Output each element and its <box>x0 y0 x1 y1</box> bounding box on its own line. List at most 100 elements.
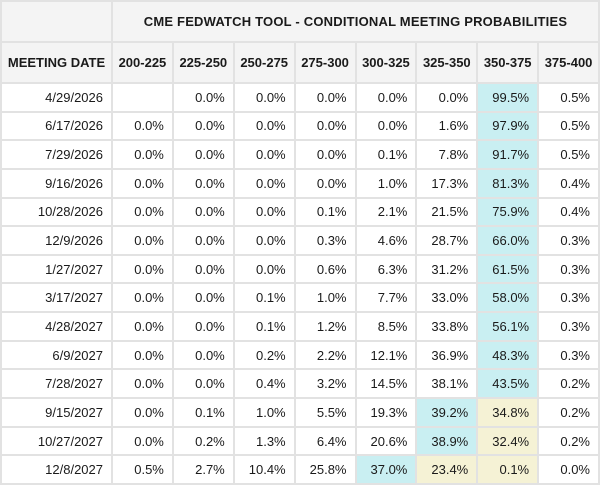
probability-cell: 0.0% <box>295 84 355 111</box>
probability-cell: 17.3% <box>417 169 477 197</box>
meeting-date-cell: 7/28/2027 <box>2 370 111 398</box>
probability-cell: 1.0% <box>356 169 416 197</box>
probability-cell: 34.8% <box>478 399 538 426</box>
probability-cell: 37.0% <box>356 456 416 483</box>
probability-cell: 33.0% <box>417 284 477 312</box>
probability-cell: 0.0% <box>234 198 294 226</box>
probability-cell: 38.1% <box>417 370 477 398</box>
table-row: 7/29/2026 0.0% 0.0% 0.0% 0.0% 0.1% 7.8% 91.7% 0.… <box>2 141 598 168</box>
probability-cell: 91.7% <box>478 141 538 168</box>
table-row: 7/28/2027 0.0% 0.0% 0.4% 3.2% 14.5% 38.1% 43.5%… <box>2 370 598 398</box>
probability-cell: 20.6% <box>356 427 416 455</box>
probability-cell: 0.0% <box>173 141 233 168</box>
probability-cell: 0.0% <box>173 284 233 312</box>
probability-cell: 0.1% <box>173 399 233 426</box>
table-body: 4/29/2026 0.0% 0.0% 0.0% 0.0% 0.0% 99.5% 0.5% 6/… <box>2 84 598 483</box>
probability-cell: 0.5% <box>113 456 172 483</box>
col-header-300-325: 300-325 <box>356 43 416 82</box>
probability-cell: 2.2% <box>295 341 355 369</box>
probability-cell: 12.1% <box>356 341 416 369</box>
probability-cell: 36.9% <box>417 341 477 369</box>
probability-cell: 58.0% <box>478 284 538 312</box>
probability-cell: 0.0% <box>113 341 172 369</box>
probability-cell: 0.4% <box>539 169 598 197</box>
probability-cell: 43.5% <box>478 370 538 398</box>
probability-cell: 19.3% <box>356 399 416 426</box>
probability-cell: 0.0% <box>113 169 172 197</box>
probability-cell: 0.2% <box>539 427 598 455</box>
probability-cell: 0.0% <box>173 370 233 398</box>
probability-cell: 0.0% <box>417 84 477 111</box>
table-row: 9/16/2026 0.0% 0.0% 0.0% 0.0% 1.0% 17.3% 81.3% 0… <box>2 169 598 197</box>
probability-cell: 0.1% <box>234 313 294 340</box>
title-row: CME FEDWATCH TOOL - CONDITIONAL MEETING … <box>2 2 598 41</box>
column-header-row: MEETING DATE 200-225 225-250 250-275 275… <box>2 43 598 82</box>
probability-cell: 0.0% <box>173 84 233 111</box>
probability-cell: 0.0% <box>234 112 294 140</box>
probability-cell: 7.8% <box>417 141 477 168</box>
probability-cell: 0.0% <box>113 255 172 283</box>
page-title: CME FEDWATCH TOOL - CONDITIONAL MEETING … <box>113 2 598 41</box>
probability-cell: 25.8% <box>295 456 355 483</box>
probability-cell: 48.3% <box>478 341 538 369</box>
probability-cell: 0.0% <box>173 198 233 226</box>
meeting-date-cell: 9/16/2026 <box>2 169 111 197</box>
probability-cell: 0.5% <box>539 141 598 168</box>
probability-cell: 0.0% <box>295 112 355 140</box>
probability-cell: 0.0% <box>234 255 294 283</box>
probability-cell: 0.0% <box>113 313 172 340</box>
table-row: 6/9/2027 0.0% 0.0% 0.2% 2.2% 12.1% 36.9% 48.3% 0… <box>2 341 598 369</box>
probability-cell: 0.2% <box>539 399 598 426</box>
probability-cell: 0.0% <box>113 370 172 398</box>
probability-cell: 0.0% <box>234 227 294 254</box>
probability-cell: 0.0% <box>234 84 294 111</box>
probability-cell: 0.5% <box>539 112 598 140</box>
probability-cell: 0.6% <box>295 255 355 283</box>
probability-cell: 0.1% <box>478 456 538 483</box>
col-header-375-400: 375-400 <box>539 43 598 82</box>
probability-cell: 56.1% <box>478 313 538 340</box>
probability-cell: 66.0% <box>478 227 538 254</box>
probability-cell: 0.0% <box>234 169 294 197</box>
probability-cell: 0.0% <box>173 227 233 254</box>
probability-cell: 7.7% <box>356 284 416 312</box>
meeting-date-cell: 4/29/2026 <box>2 84 111 111</box>
probability-cell: 0.1% <box>356 141 416 168</box>
meeting-date-cell: 9/15/2027 <box>2 399 111 426</box>
probability-cell: 10.4% <box>234 456 294 483</box>
col-header-275-300: 275-300 <box>295 43 355 82</box>
corner-cell <box>2 2 111 41</box>
col-header-meeting-date: MEETING DATE <box>2 43 111 82</box>
probability-cell <box>113 84 172 111</box>
probability-cell: 0.0% <box>356 84 416 111</box>
probability-cell: 0.0% <box>113 198 172 226</box>
probability-cell: 75.9% <box>478 198 538 226</box>
probability-cell: 14.5% <box>356 370 416 398</box>
meeting-date-cell: 12/9/2026 <box>2 227 111 254</box>
probability-cell: 0.0% <box>113 427 172 455</box>
probability-cell: 0.1% <box>295 198 355 226</box>
meeting-date-cell: 1/27/2027 <box>2 255 111 283</box>
probability-cell: 6.3% <box>356 255 416 283</box>
probability-cell: 5.5% <box>295 399 355 426</box>
probability-cell: 0.0% <box>539 456 598 483</box>
probability-cell: 2.1% <box>356 198 416 226</box>
probability-cell: 21.5% <box>417 198 477 226</box>
probability-cell: 3.2% <box>295 370 355 398</box>
probability-cell: 0.1% <box>234 284 294 312</box>
probability-cell: 6.4% <box>295 427 355 455</box>
probability-cell: 0.4% <box>539 198 598 226</box>
probability-cell: 0.0% <box>113 141 172 168</box>
probability-cell: 0.0% <box>113 284 172 312</box>
probability-cell: 0.3% <box>539 227 598 254</box>
probability-cell: 0.0% <box>173 313 233 340</box>
probability-cell: 61.5% <box>478 255 538 283</box>
probability-cell: 0.2% <box>539 370 598 398</box>
col-header-350-375: 350-375 <box>478 43 538 82</box>
probability-cell: 28.7% <box>417 227 477 254</box>
probability-cell: 0.3% <box>539 313 598 340</box>
probability-cell: 1.6% <box>417 112 477 140</box>
probability-cell: 31.2% <box>417 255 477 283</box>
probability-cell: 0.0% <box>173 255 233 283</box>
